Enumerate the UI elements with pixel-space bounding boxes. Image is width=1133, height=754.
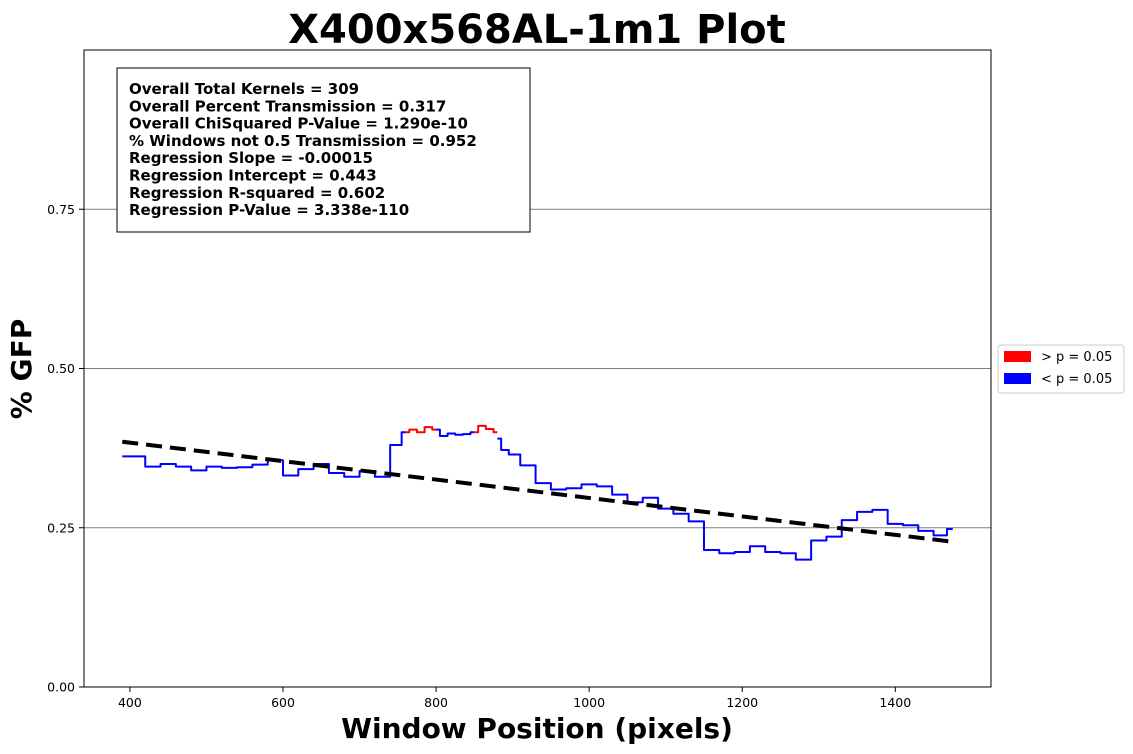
legend-swatch-0 xyxy=(1004,351,1031,362)
stat-line-1: Overall Percent Transmission = 0.317 xyxy=(129,97,446,115)
grid-lines xyxy=(84,208,991,529)
series-line-1 xyxy=(405,426,437,434)
x-tick-label-4: 1200 xyxy=(726,695,758,710)
stat-line-6: Regression R-squared = 0.602 xyxy=(129,184,385,202)
y-tick-label-3: 0.75 xyxy=(47,202,75,217)
y-axis: 0.00 0.25 0.50 0.75 xyxy=(47,202,84,695)
regression-group xyxy=(122,439,953,544)
stat-line-7: Regression P-Value = 3.338e-110 xyxy=(129,201,409,219)
stat-line-2: Overall ChiSquared P-Value = 1.290e-10 xyxy=(129,115,468,133)
x-tick-label-5: 1400 xyxy=(879,695,911,710)
chart-title: X400x568AL-1m1 Plot xyxy=(288,7,786,53)
y-tick-label-0: 0.00 xyxy=(47,680,75,695)
y-tick-label-2: 0.50 xyxy=(47,361,75,376)
stat-line-4: Regression Slope = -0.00015 xyxy=(129,149,373,167)
y-tick-label-1: 0.25 xyxy=(47,520,75,535)
x-tick-label-1: 600 xyxy=(271,695,295,710)
x-axis: 400 600 800 1000 1200 1400 xyxy=(118,687,911,710)
x-tick-label-2: 800 xyxy=(424,695,448,710)
series-line-4 xyxy=(497,437,953,561)
y-axis-label: % GFP xyxy=(5,319,38,419)
legend-label-1: < p = 0.05 xyxy=(1041,372,1112,387)
x-tick-label-3: 1000 xyxy=(573,695,605,710)
regression-line xyxy=(122,439,953,544)
stat-line-5: Regression Intercept = 0.443 xyxy=(129,167,377,185)
series-line-3 xyxy=(474,424,498,434)
series-line-2 xyxy=(436,428,475,438)
stat-line-0: Overall Total Kernels = 309 xyxy=(129,80,359,98)
stat-line-3: % Windows not 0.5 Transmission = 0.952 xyxy=(129,132,477,150)
legend: > p = 0.05 < p = 0.05 xyxy=(997,344,1125,394)
legend-swatch-1 xyxy=(1004,373,1031,384)
x-tick-label-0: 400 xyxy=(118,695,142,710)
legend-label-0: > p = 0.05 xyxy=(1041,350,1112,365)
x-axis-label: Window Position (pixels) xyxy=(341,712,733,745)
